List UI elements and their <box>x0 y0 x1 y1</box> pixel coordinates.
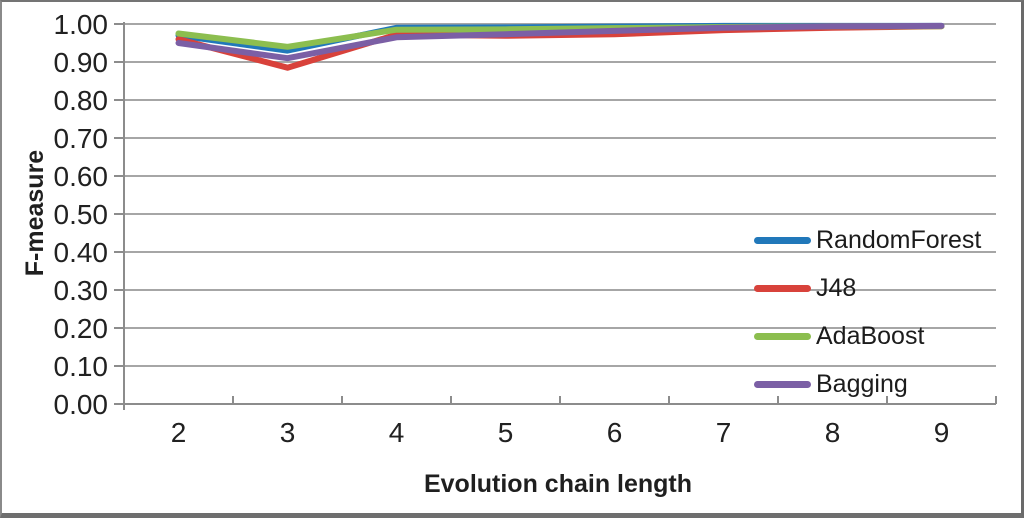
x-tick-label: 9 <box>934 417 950 448</box>
y-tick-label: 0.40 <box>54 237 109 268</box>
legend-label-randomforest: RandomForest <box>816 226 982 254</box>
y-tick-label: 1.00 <box>54 9 109 40</box>
legend-item-j48: J48 <box>754 274 981 302</box>
y-tick-label: 0.10 <box>54 351 109 382</box>
x-tick-label: 3 <box>280 417 296 448</box>
y-tick-label: 0.20 <box>54 313 109 344</box>
y-tick-label: 0.90 <box>54 47 109 78</box>
legend-label-adaboost: AdaBoost <box>816 322 925 350</box>
y-tick-label: 0.60 <box>54 161 109 192</box>
legend-label-bagging: Bagging <box>816 370 908 398</box>
legend-swatch-j48 <box>754 284 811 292</box>
legend-item-bagging: Bagging <box>754 370 981 398</box>
x-tick-label: 2 <box>171 417 187 448</box>
legend-swatch-bagging <box>754 380 811 388</box>
y-tick-label: 0.70 <box>54 123 109 154</box>
legend-label-j48: J48 <box>816 274 857 302</box>
legend-item-randomforest: RandomForest <box>754 226 981 254</box>
series-line-bagging <box>175 22 945 62</box>
x-tick-label: 6 <box>607 417 623 448</box>
y-tick-label: 0.50 <box>54 199 109 230</box>
y-tick-label: 0.80 <box>54 85 109 116</box>
y-tick-label: 0.00 <box>54 389 109 420</box>
legend: RandomForest J48 AdaBoost Bagging <box>754 226 981 418</box>
x-axis-title: Evolution chain length <box>423 470 693 498</box>
x-tick-label: 4 <box>389 417 405 448</box>
x-tick-label: 7 <box>716 417 732 448</box>
legend-swatch-randomforest <box>754 236 811 244</box>
legend-swatch-adaboost <box>754 332 811 340</box>
x-tick-label: 5 <box>498 417 514 448</box>
y-tick-label: 0.30 <box>54 275 109 306</box>
legend-item-adaboost: AdaBoost <box>754 322 981 350</box>
y-axis-title: F-measure <box>21 149 49 277</box>
x-tick-label: 8 <box>825 417 841 448</box>
